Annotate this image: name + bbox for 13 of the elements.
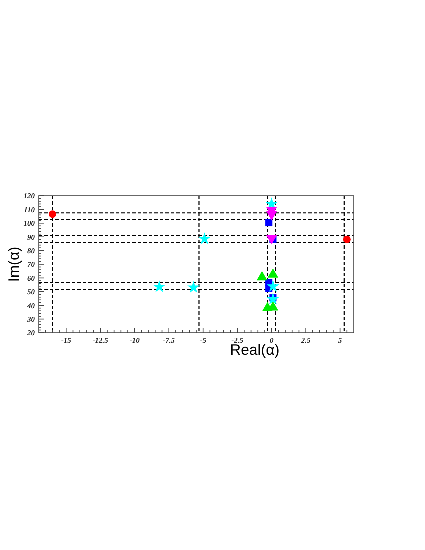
point <box>153 280 166 292</box>
point <box>188 281 200 294</box>
point <box>343 236 351 244</box>
y-axis-title: Im(α) <box>6 246 23 282</box>
x-axis-title: Real(α) <box>230 342 280 359</box>
point <box>198 232 211 244</box>
point <box>266 219 273 227</box>
point <box>266 280 280 292</box>
point <box>266 292 280 305</box>
point <box>268 268 279 278</box>
point <box>256 271 268 281</box>
point <box>48 210 56 218</box>
point <box>266 211 278 221</box>
